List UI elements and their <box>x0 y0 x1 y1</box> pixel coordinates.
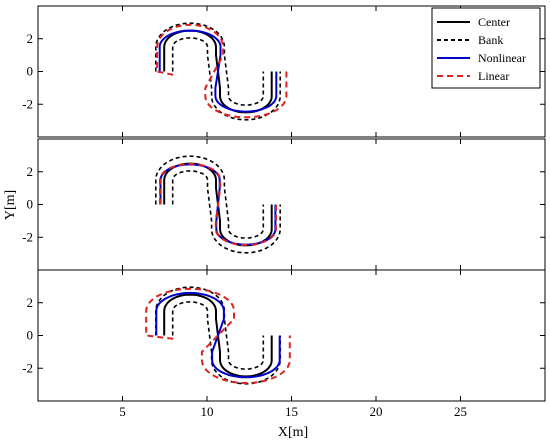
panel-1: 2 0 -2 <box>22 5 546 138</box>
y-axis-title: Y[m] <box>3 190 18 220</box>
plot-panels: 20-220-220-25 10 15 20 25 <box>22 5 546 419</box>
y-tick-label: -2 <box>22 229 33 244</box>
series-bank-line <box>171 170 281 254</box>
x-tick-label: 5 <box>119 404 126 419</box>
series-linear-line <box>159 163 277 246</box>
series-bank-line <box>171 301 281 385</box>
x-tick-label: 15 <box>285 404 298 419</box>
y-tick-label: 0 <box>27 328 34 343</box>
legend-item-nonlinear: Nonlinear <box>437 51 526 65</box>
x-axis-title: X[m] <box>278 425 308 440</box>
series-linear-line <box>156 23 288 119</box>
y-tick-label: 2 <box>27 31 34 46</box>
x-tick-label: 20 <box>370 404 383 419</box>
y-tick-label: -2 <box>22 360 33 375</box>
legend-label-center: Center <box>478 15 510 29</box>
panel-2: 2 0 -2 <box>22 138 546 271</box>
legend-item-linear: Linear <box>437 69 509 83</box>
legend-label-bank: Bank <box>478 33 503 47</box>
panel-frame <box>37 138 546 271</box>
x-tick-label: 10 <box>201 404 214 419</box>
series-nonlinear-line <box>158 29 278 113</box>
y-tick-label: 0 <box>27 64 34 79</box>
legend-item-center: Center <box>437 15 510 29</box>
y-tick-label: 2 <box>27 295 34 310</box>
y-tick-label: 0 <box>27 197 34 212</box>
legend-label-nonlinear: Nonlinear <box>478 51 526 65</box>
legend-item-bank: Bank <box>437 33 503 47</box>
panel-frame <box>37 269 546 402</box>
series-bank-line <box>155 22 265 106</box>
y-tick-label: -2 <box>22 96 33 111</box>
panel-3: 2 0 -2 <box>22 269 546 402</box>
legend-label-linear: Linear <box>478 69 509 83</box>
series-bank-line <box>155 155 265 239</box>
y-tick-label: 2 <box>27 164 34 179</box>
series-bank-line <box>155 286 265 370</box>
x-tick-label: 25 <box>454 404 467 419</box>
legend: Center Bank Nonlinear Linear <box>431 7 541 89</box>
series-bank-line <box>171 37 281 121</box>
series-nonlinear-line <box>155 291 281 379</box>
